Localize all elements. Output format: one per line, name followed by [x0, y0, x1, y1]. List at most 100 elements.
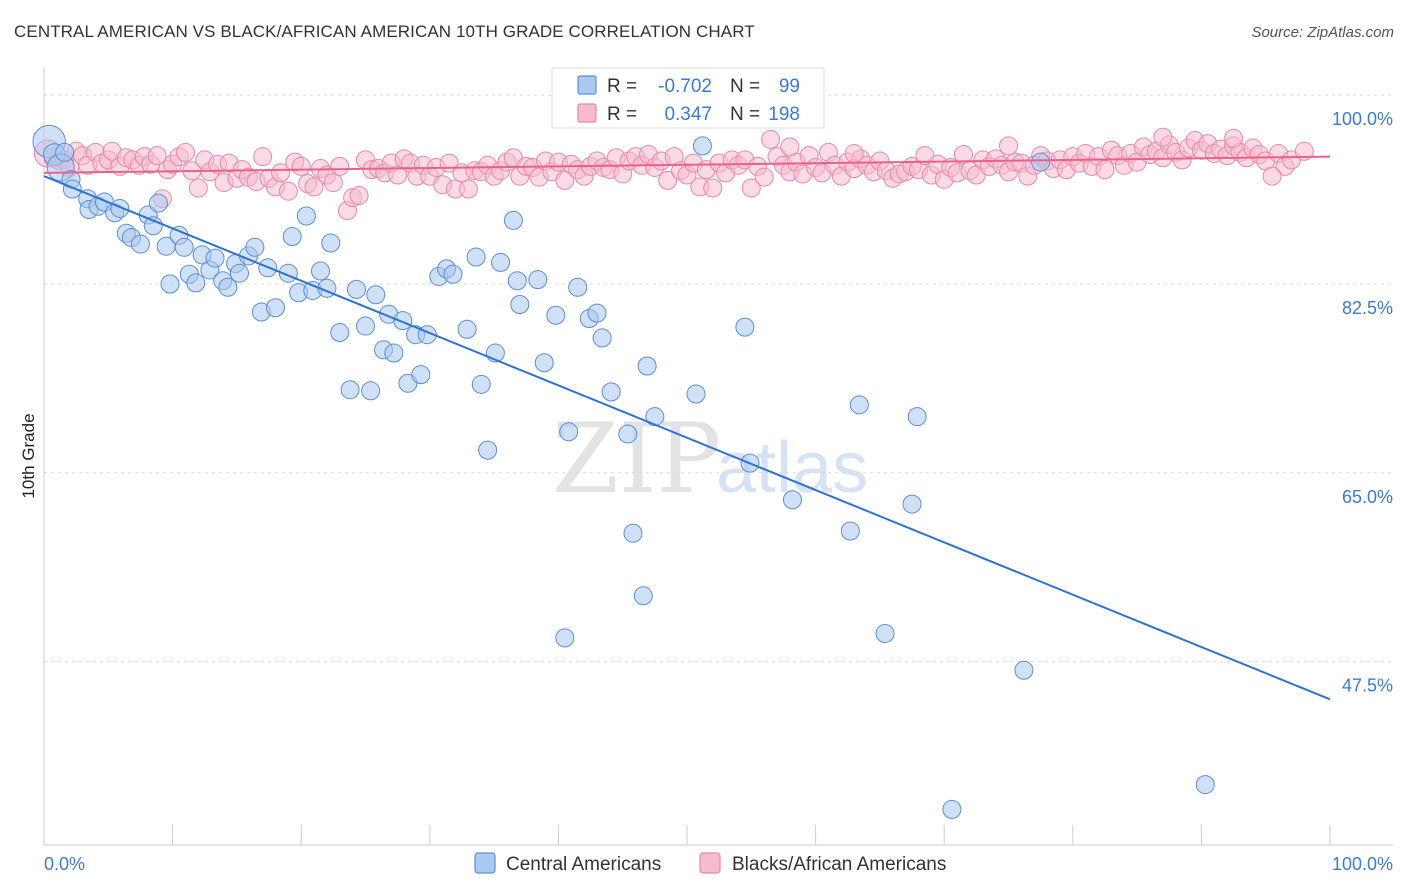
point-central-american [186, 273, 206, 293]
point-central-american [491, 252, 511, 272]
point-central-american [692, 136, 712, 156]
point-central-american [510, 294, 530, 314]
point-central-american [330, 323, 350, 343]
point-central-american [618, 424, 638, 444]
point-black-african-american [703, 178, 723, 198]
point-central-american [907, 407, 927, 427]
legend-swatch-central-americans [577, 75, 597, 95]
source-credit: Source: ZipAtlas.com [1251, 24, 1394, 41]
point-central-american [361, 381, 381, 401]
point-central-american [559, 422, 579, 442]
legend-n-label-1: N = [730, 76, 760, 97]
series-black-african-americans [33, 127, 1314, 221]
point-black-african-american [953, 145, 973, 165]
trend-line-central-americans [43, 175, 1331, 701]
watermark-zip: ZIP [552, 403, 721, 515]
trend-lines [43, 155, 1331, 701]
point-central-american [393, 311, 413, 331]
point-central-american [143, 216, 163, 236]
legend-n-value-2: 198 [768, 104, 800, 125]
y-tick-label: 100.0% [1332, 109, 1393, 129]
point-black-african-american [253, 147, 273, 167]
point-black-african-american [388, 165, 408, 185]
point-central-american [443, 264, 463, 284]
point-black-african-american [330, 156, 350, 176]
legend-swatch-black-african-americans [577, 103, 597, 123]
point-black-african-american [458, 179, 478, 199]
point-central-american [555, 628, 575, 648]
point-central-american [568, 277, 588, 297]
point-central-american [534, 353, 554, 373]
point-central-american [546, 305, 566, 325]
legend-r-value-1: -0.702 [658, 76, 712, 97]
bottom-legend-swatch-black-african-americans [699, 852, 721, 874]
point-black-african-american [1224, 128, 1244, 148]
point-black-african-american [555, 170, 575, 190]
bottom-legend: Central Americans Blacks/African America… [474, 852, 946, 875]
point-central-american [205, 248, 225, 268]
point-central-american [411, 365, 431, 385]
point-central-american [601, 382, 621, 402]
point-central-american [875, 624, 895, 644]
point-central-american [174, 237, 194, 257]
point-central-american [623, 523, 643, 543]
point-central-american [340, 380, 360, 400]
point-black-african-american [1262, 166, 1282, 186]
axes: 0.0% 100.0% [43, 68, 1393, 874]
point-black-african-american [188, 178, 208, 198]
point-central-american [366, 285, 386, 305]
point-central-american [840, 521, 860, 541]
point-central-american [782, 490, 802, 510]
point-black-african-american [658, 170, 678, 190]
point-central-american [735, 317, 755, 337]
point-black-african-american [761, 129, 781, 149]
point-central-american [592, 328, 612, 348]
point-central-american [148, 193, 168, 213]
y-axis-title: 10th Grade [19, 413, 38, 498]
point-black-african-american [1153, 127, 1173, 147]
chart-title: CENTRAL AMERICAN VS BLACK/AFRICAN AMERIC… [14, 22, 755, 41]
point-black-african-american [741, 178, 761, 198]
point-central-american [356, 316, 375, 336]
point-central-american [942, 799, 962, 819]
point-black-african-american [304, 177, 324, 197]
point-central-american [265, 298, 285, 318]
point-central-american [130, 234, 150, 254]
y-tick-label: 82.5% [1342, 298, 1393, 318]
point-central-american [902, 494, 922, 514]
point-central-american [587, 303, 607, 323]
point-central-american [637, 356, 657, 376]
point-central-american [384, 343, 404, 363]
point-central-american [62, 179, 82, 199]
point-black-african-american [271, 163, 291, 183]
point-central-american [503, 210, 523, 230]
point-central-american [310, 261, 330, 281]
point-central-american [346, 279, 366, 299]
point-central-american [507, 271, 527, 291]
point-central-american [457, 319, 477, 339]
point-black-african-american [844, 143, 864, 163]
point-central-american [245, 237, 265, 257]
point-black-african-american [278, 181, 298, 201]
point-central-american [466, 247, 486, 267]
point-central-american [218, 277, 238, 297]
point-central-american [471, 374, 491, 394]
legend-n-value-1: 99 [779, 76, 800, 97]
point-central-american [633, 586, 653, 606]
point-black-african-american [147, 146, 167, 166]
point-black-african-american [349, 186, 369, 206]
point-central-american [282, 227, 302, 247]
x-tick-label-min: 0.0% [44, 854, 85, 874]
legend-n-label-2: N = [730, 104, 760, 125]
point-black-african-american [999, 136, 1018, 156]
point-central-american [1031, 152, 1051, 172]
bottom-legend-label-black-african-americans: Blacks/African Americans [732, 854, 946, 875]
legend-r-label-2: R = [607, 104, 637, 125]
x-tick-label-max: 100.0% [1332, 854, 1393, 874]
point-central-american [478, 440, 498, 460]
point-central-american [296, 206, 316, 226]
point-central-american [55, 142, 75, 162]
point-black-african-american [323, 173, 343, 193]
point-black-african-american [754, 167, 774, 187]
